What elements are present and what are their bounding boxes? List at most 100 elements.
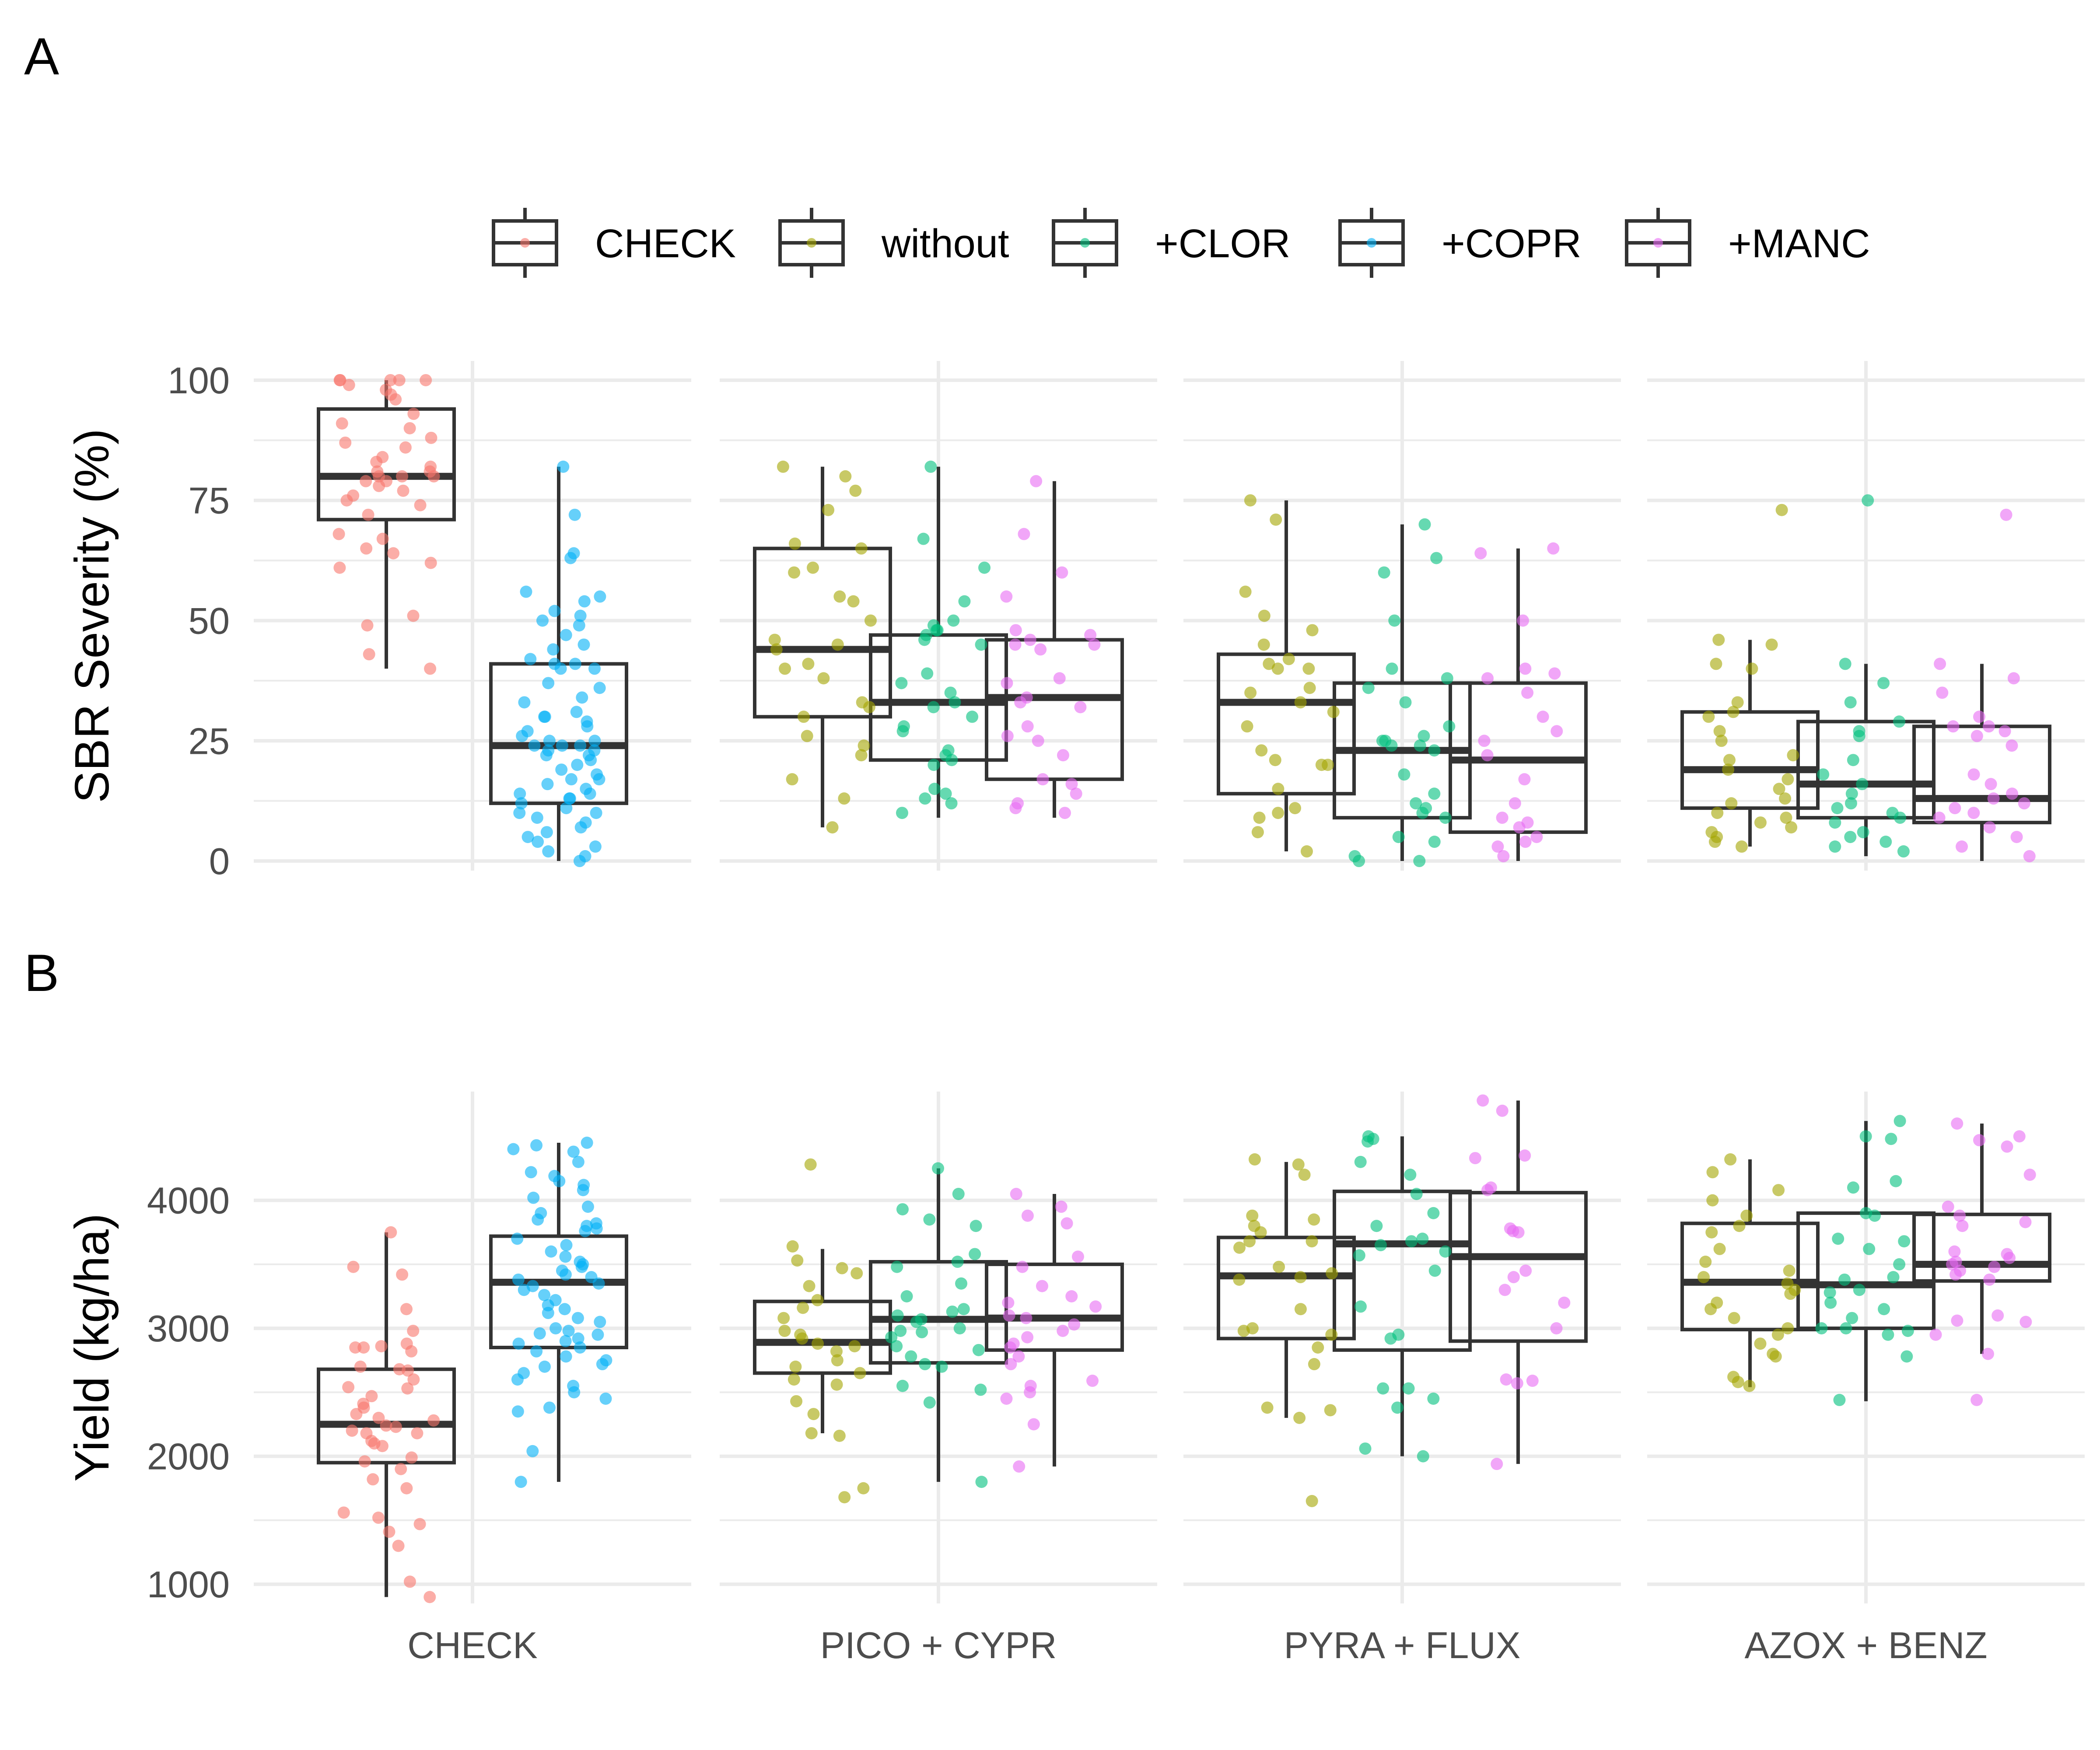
legend-key-copr bbox=[1338, 208, 1405, 278]
data-point bbox=[1248, 1153, 1261, 1166]
data-point bbox=[564, 552, 577, 564]
data-point bbox=[1550, 725, 1563, 738]
data-point bbox=[975, 638, 987, 651]
y-tick-label: 100 bbox=[168, 360, 230, 402]
data-point bbox=[812, 1337, 824, 1350]
data-point bbox=[1386, 662, 1398, 675]
data-point bbox=[1785, 821, 1798, 834]
data-point bbox=[857, 1482, 870, 1494]
data-point bbox=[1477, 1094, 1489, 1107]
data-point bbox=[1030, 475, 1043, 487]
data-point bbox=[1987, 792, 2000, 805]
data-point bbox=[1233, 1273, 1246, 1286]
data-point bbox=[560, 1350, 572, 1363]
box-iqr bbox=[489, 662, 628, 805]
legend-label-without: without bbox=[881, 221, 1009, 266]
data-point bbox=[1839, 658, 1852, 670]
data-point bbox=[1399, 696, 1412, 709]
data-point bbox=[1009, 638, 1022, 651]
data-point bbox=[1413, 855, 1426, 868]
data-point bbox=[337, 1506, 350, 1519]
data-point bbox=[831, 1354, 844, 1367]
data-point bbox=[513, 807, 526, 819]
legend-item-clor: +CLOR bbox=[1052, 208, 1290, 278]
data-point bbox=[1784, 1288, 1797, 1300]
data-point bbox=[370, 455, 383, 468]
data-point bbox=[946, 1306, 959, 1318]
data-point bbox=[1253, 812, 1266, 824]
data-point bbox=[1733, 1220, 1746, 1232]
data-point bbox=[2010, 831, 2023, 844]
data-point bbox=[1724, 1153, 1737, 1166]
data-point bbox=[833, 590, 846, 603]
points-manc bbox=[1469, 1094, 1571, 1470]
data-point bbox=[590, 1222, 603, 1235]
data-point bbox=[525, 1166, 537, 1179]
data-point bbox=[927, 701, 940, 714]
data-point bbox=[806, 561, 819, 574]
data-point bbox=[578, 595, 591, 608]
data-point bbox=[599, 1393, 612, 1405]
data-point bbox=[511, 1232, 524, 1245]
data-point bbox=[855, 749, 868, 762]
data-point bbox=[1088, 638, 1101, 651]
data-point bbox=[1322, 759, 1334, 771]
data-point bbox=[596, 1358, 609, 1371]
data-point bbox=[1746, 662, 1758, 675]
data-point bbox=[584, 754, 597, 766]
data-point bbox=[396, 1268, 409, 1281]
data-point bbox=[1951, 1117, 1964, 1130]
panel-b: B 1000 2000 3000 4000 Yield (kg/ha) bbox=[24, 944, 2085, 1606]
data-point bbox=[562, 1324, 575, 1337]
data-point bbox=[2001, 1140, 2013, 1153]
box-iqr bbox=[1680, 710, 1820, 810]
data-point bbox=[1857, 826, 1869, 839]
points-manc bbox=[1474, 542, 1563, 863]
data-point bbox=[1013, 1460, 1026, 1473]
data-point bbox=[395, 1463, 407, 1475]
data-point bbox=[788, 537, 801, 550]
data-point bbox=[1992, 1309, 2004, 1322]
data-point bbox=[1898, 1235, 1911, 1248]
data-point bbox=[361, 619, 374, 632]
data-point bbox=[891, 1260, 903, 1273]
data-point bbox=[1032, 735, 1044, 747]
data-point bbox=[405, 1345, 418, 1358]
data-point bbox=[1890, 1175, 1902, 1187]
data-point bbox=[389, 393, 402, 406]
data-point bbox=[557, 460, 570, 473]
data-point bbox=[1057, 749, 1069, 762]
data-point bbox=[518, 696, 531, 709]
data-point bbox=[573, 855, 586, 868]
data-point bbox=[1009, 802, 1022, 815]
data-point bbox=[796, 1332, 808, 1345]
data-point bbox=[424, 662, 437, 675]
legend-label-clor: +CLOR bbox=[1155, 221, 1290, 266]
data-point bbox=[559, 1335, 572, 1348]
data-point bbox=[1893, 1258, 1906, 1270]
data-point bbox=[896, 1379, 909, 1392]
data-point bbox=[1973, 710, 1985, 723]
data-point bbox=[573, 619, 585, 632]
data-point bbox=[1877, 677, 1890, 690]
box-manc bbox=[1449, 1100, 1588, 1464]
data-point bbox=[547, 643, 560, 656]
data-point bbox=[975, 1476, 988, 1488]
data-point bbox=[1374, 1239, 1387, 1251]
data-point bbox=[336, 417, 348, 430]
data-point bbox=[916, 1326, 928, 1338]
legend: CHECK without +CLOR +COPR +MANC bbox=[492, 208, 1870, 278]
data-point bbox=[530, 1139, 543, 1152]
data-point bbox=[931, 624, 944, 637]
data-point bbox=[530, 1345, 543, 1358]
data-point bbox=[1353, 855, 1365, 868]
data-point bbox=[360, 475, 372, 487]
data-point bbox=[811, 1294, 824, 1306]
box-iqr bbox=[985, 1262, 1124, 1352]
data-point bbox=[830, 1345, 843, 1358]
data-point bbox=[1982, 720, 1995, 733]
data-point bbox=[1398, 768, 1410, 781]
data-point bbox=[568, 508, 581, 521]
data-point bbox=[1292, 1158, 1305, 1171]
